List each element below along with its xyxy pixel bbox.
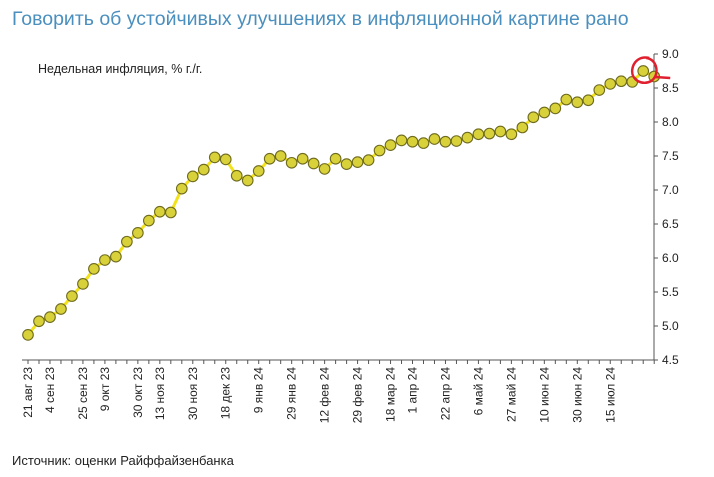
x-tick-label: 22 апр 24	[438, 367, 452, 421]
data-point	[22, 328, 34, 341]
data-point	[175, 182, 188, 195]
data-point	[132, 226, 144, 239]
y-tick-label: 7.0	[662, 183, 679, 197]
x-tick-label: 29 фев 24	[351, 367, 365, 424]
data-point	[164, 206, 177, 219]
data-point	[88, 263, 100, 275]
data-point	[318, 163, 331, 175]
y-tick-label: 8.5	[662, 81, 679, 95]
data-point	[560, 93, 573, 106]
source-note: Источник: оценки Райффайзенбанка	[12, 453, 234, 468]
data-point	[505, 128, 518, 141]
chart-title: Говорить об устойчивых улучшениях в инфл…	[12, 8, 629, 30]
data-point	[142, 214, 155, 227]
x-tick-label: 13 ноя 23	[153, 367, 167, 420]
y-tick-label: 8.0	[662, 115, 679, 129]
data-point	[33, 315, 45, 328]
y-tick-label: 6.5	[662, 217, 679, 231]
data-point	[571, 96, 584, 109]
data-point	[186, 170, 199, 183]
data-point	[395, 134, 408, 147]
data-point	[406, 135, 419, 148]
data-point	[241, 174, 254, 187]
y-tick-label: 6.0	[662, 251, 679, 265]
data-point	[99, 254, 111, 266]
data-point	[604, 78, 617, 90]
data-point	[66, 290, 78, 302]
data-point	[384, 139, 397, 151]
data-point	[549, 102, 562, 115]
x-tick-label: 30 июн 24	[570, 367, 584, 423]
x-tick-label: 10 июн 24	[537, 367, 551, 423]
data-point	[637, 65, 650, 77]
data-point	[340, 158, 353, 171]
data-point	[208, 151, 221, 164]
data-point	[219, 153, 232, 166]
data-point	[439, 135, 452, 148]
data-point	[417, 137, 430, 149]
data-point	[472, 128, 485, 141]
x-tick-label: 25 сен 23	[76, 367, 90, 420]
x-tick-label: 18 мар 24	[384, 367, 398, 422]
data-point	[263, 152, 276, 165]
x-tick-label: 12 фев 24	[318, 367, 332, 424]
data-point	[197, 163, 210, 176]
data-point	[296, 152, 309, 165]
x-tick-label: 29 янв 24	[285, 367, 299, 420]
data-point	[373, 144, 386, 157]
data-point	[230, 169, 243, 182]
data-point	[362, 154, 375, 166]
data-point	[252, 165, 265, 177]
x-tick-label: 15 июл 24	[603, 367, 617, 423]
data-point	[483, 127, 496, 140]
x-tick-label: 6 май 24	[471, 367, 485, 416]
data-point	[153, 205, 166, 218]
x-tick-label: 9 окт 23	[98, 367, 112, 412]
x-tick-label: 9 янв 24	[252, 367, 266, 414]
y-tick-label: 4.5	[662, 353, 679, 367]
data-point	[77, 277, 89, 290]
data-point	[494, 125, 507, 138]
axis-layer: 4.5 5.0 5.5 6.0 6.5 7.0 7.5 8.0 8.5 9.0 21 авг 23 4…	[21, 47, 679, 423]
x-tick-label: 27 май 24	[504, 367, 518, 422]
data-point	[593, 84, 606, 96]
data-point	[110, 250, 122, 263]
x-tick-label: 21 авг 23	[21, 367, 35, 418]
data-point	[527, 111, 540, 124]
data-point	[55, 303, 67, 315]
data-point	[538, 106, 551, 119]
x-tick-label: 1 апр 24	[406, 367, 420, 414]
data-point	[428, 133, 441, 145]
data-point	[516, 121, 529, 134]
series-label: Недельная инфляция, % г./г.	[38, 62, 202, 76]
highlight-ring	[630, 56, 671, 85]
data-point	[44, 311, 56, 324]
data-point	[307, 157, 320, 170]
data-point	[121, 235, 133, 248]
data-point	[615, 75, 628, 88]
y-tick-label: 5.0	[662, 319, 679, 333]
data-point	[285, 156, 298, 169]
y-tick-label: 7.5	[662, 149, 679, 163]
data-point	[582, 94, 595, 107]
x-tick-label: 30 ноя 23	[186, 367, 200, 420]
markers-layer	[22, 65, 661, 341]
data-point	[450, 135, 463, 147]
x-tick-label: 30 окт 23	[131, 367, 145, 418]
data-point	[274, 150, 287, 162]
y-tick-label: 9.0	[662, 47, 679, 61]
x-tick-label: 4 сен 23	[43, 367, 57, 413]
data-point	[461, 131, 474, 144]
x-tick-label: 18 дек 23	[219, 367, 233, 420]
y-tick-label: 5.5	[662, 285, 679, 299]
data-point	[329, 152, 342, 165]
data-point	[351, 156, 364, 168]
